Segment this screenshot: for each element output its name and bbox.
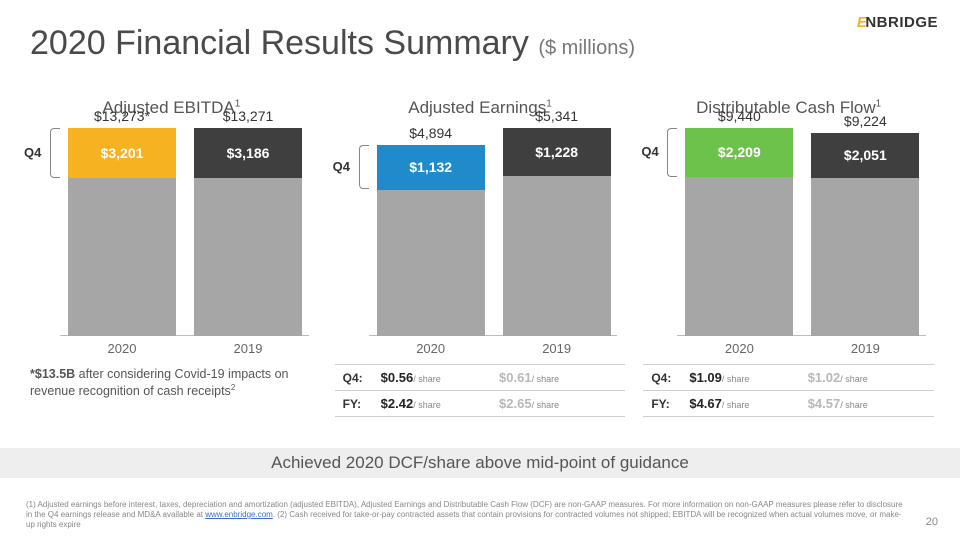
row-compare: $4.57/ share <box>808 396 926 411</box>
panel-1: Adjusted Earnings1$4,894$1,1322020$5,341… <box>335 98 626 417</box>
table-row: FY:$2.42/ share$2.65/ share <box>335 391 626 417</box>
bar-q4-segment: $1,132 <box>377 145 485 189</box>
page-number: 20 <box>926 516 938 528</box>
bar-total-label: $4,894 <box>377 125 485 141</box>
panel-2: Distributable Cash Flow1$9,440$2,2092020… <box>643 98 934 417</box>
bar-q4-segment: $3,201 <box>68 128 176 178</box>
logo: ENBRIDGE <box>857 14 938 31</box>
bar-total-label: $5,341 <box>503 108 611 124</box>
chart: $4,894$1,1322020$5,341$1,2282019Q4 <box>335 128 626 358</box>
q4-label: Q4 <box>24 145 41 160</box>
row-current: $2.42/ share <box>381 396 499 411</box>
chart: $9,440$2,2092020$9,224$2,0512019 Q4 <box>643 128 934 358</box>
bar-base-segment <box>811 178 919 336</box>
logo-text: NBRIDGE <box>865 14 938 31</box>
per-share-table: Q4:$1.09/ share$1.02/ shareFY:$4.67/ sha… <box>643 364 934 417</box>
page-title: 2020 Financial Results Summary ($ millio… <box>30 24 635 63</box>
bar-q4-segment: $2,051 <box>811 133 919 178</box>
bar-q4-segment: $1,228 <box>503 128 611 176</box>
row-current: $1.09/ share <box>689 370 807 385</box>
bar-base-segment <box>685 177 793 336</box>
bar-total-label: $9,224 <box>811 113 919 129</box>
bar-2020: $13,273*$3,2012020 <box>68 128 176 336</box>
q4-brace <box>50 128 60 178</box>
slide: ENBRIDGE 2020 Financial Results Summary … <box>0 0 960 540</box>
panel-0: Adjusted EBITDA1$13,273*$3,2012020$13,27… <box>26 98 317 417</box>
chart: $13,273*$3,2012020$13,271$3,1862019 Q4 <box>26 128 317 358</box>
bar-2019: $5,341$1,2282019 <box>503 128 611 336</box>
table-row: Q4:$0.56/ share$0.61/ share <box>335 365 626 391</box>
row-label: FY: <box>343 397 381 411</box>
q4-brace <box>667 128 677 177</box>
title-main: 2020 Financial Results Summary <box>30 24 529 62</box>
highlight-text: Achieved 2020 DCF/share above mid-point … <box>271 453 689 473</box>
row-label: FY: <box>651 397 689 411</box>
bar-total-label: $13,271 <box>194 108 302 124</box>
bar-base-segment <box>377 190 485 337</box>
bar-2019: $9,224$2,0512019 <box>811 133 919 336</box>
row-compare: $2.65/ share <box>499 396 617 411</box>
bar-total-label: $9,440 <box>685 108 793 124</box>
row-label: Q4: <box>343 371 381 385</box>
bar-x-label: 2019 <box>194 341 302 356</box>
bar-2020: $4,894$1,1322020 <box>377 145 485 336</box>
footnotes: (1) Adjusted earnings before interest, t… <box>26 500 910 530</box>
bar-x-label: 2020 <box>68 341 176 356</box>
per-share-table: Q4:$0.56/ share$0.61/ shareFY:$2.42/ sha… <box>335 364 626 417</box>
panel-note: *$13.5B after considering Covid-19 impac… <box>26 366 317 400</box>
bar-2020: $9,440$2,2092020 <box>685 128 793 336</box>
bar-total-label: $13,273* <box>68 108 176 124</box>
highlight-bar: Achieved 2020 DCF/share above mid-point … <box>0 448 960 478</box>
title-unit: ($ millions) <box>538 37 635 59</box>
row-current: $0.56/ share <box>381 370 499 385</box>
bar-x-label: 2019 <box>503 341 611 356</box>
panels-row: Adjusted EBITDA1$13,273*$3,2012020$13,27… <box>26 98 934 417</box>
bar-x-label: 2019 <box>811 341 919 356</box>
bar-2019: $13,271$3,1862019 <box>194 128 302 336</box>
q4-label: Q4 <box>333 159 350 174</box>
bar-q4-segment: $2,209 <box>685 128 793 177</box>
row-compare: $0.61/ share <box>499 370 617 385</box>
table-row: FY:$4.67/ share$4.57/ share <box>643 391 934 417</box>
bar-x-label: 2020 <box>685 341 793 356</box>
bar-base-segment <box>68 178 176 336</box>
bar-base-segment <box>194 178 302 336</box>
table-row: Q4:$1.09/ share$1.02/ share <box>643 365 934 391</box>
footnote-link[interactable]: www.enbridge.com <box>205 510 273 519</box>
bar-base-segment <box>503 176 611 336</box>
row-current: $4.67/ share <box>689 396 807 411</box>
q4-label: Q4 <box>641 144 658 159</box>
row-compare: $1.02/ share <box>808 370 926 385</box>
q4-brace <box>359 145 369 189</box>
bar-q4-segment: $3,186 <box>194 128 302 178</box>
bar-x-label: 2020 <box>377 341 485 356</box>
row-label: Q4: <box>651 371 689 385</box>
